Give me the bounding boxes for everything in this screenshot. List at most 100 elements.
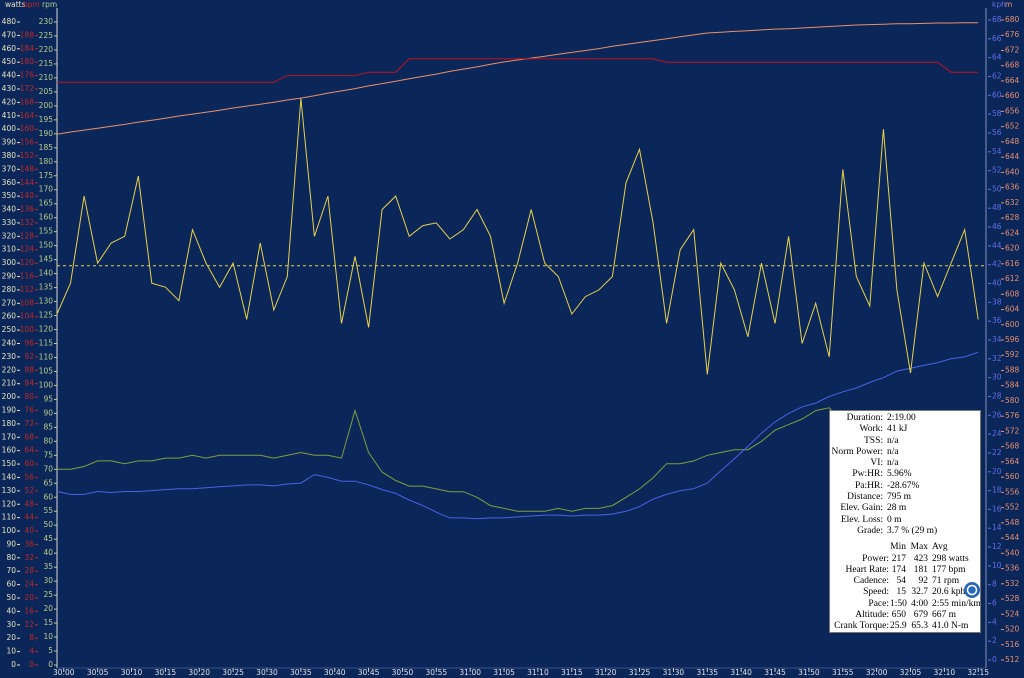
y-tick-label: 220 (2, 365, 17, 374)
y-tick-label: 560 (1005, 472, 1020, 481)
y-tick-label: 410 (2, 111, 17, 120)
y-tick-label: 644 (1005, 152, 1020, 161)
x-tick-label: 30:45 (358, 668, 380, 677)
table-cell: 2:55 min/km (932, 598, 981, 609)
y-tick-label: 180 (20, 57, 35, 66)
y-tick-label: 12 (24, 620, 34, 629)
table-cell: 679 (913, 610, 928, 621)
y-tick-label: 564 (1005, 457, 1020, 466)
y-tick-label: 160 (39, 213, 54, 222)
y-tick-label: 536 (1005, 564, 1020, 573)
y-tick-label: 40 (6, 606, 16, 615)
y-tick-label: 0 (48, 660, 53, 669)
y-tick-label: 175 (39, 171, 54, 180)
y-tick-label: 576 (1005, 411, 1020, 420)
table-cell: 217 (891, 553, 906, 564)
x-tick-label: 31:45 (764, 668, 786, 677)
y-tick-label: 68 (992, 15, 1002, 24)
y-tick-label: 44 (992, 241, 1002, 250)
table-row-label: Power: (862, 553, 889, 564)
y-tick-label: 188 (20, 30, 35, 39)
y-tick-label: 0 (11, 660, 16, 669)
y-tick-label: 36 (24, 539, 34, 548)
y-tick-label: 125 (39, 311, 54, 320)
y-tick-label: 205 (39, 87, 54, 96)
summary-row: Elev. Gain: 28 m (830, 503, 980, 514)
table-row-label: Crank Torque: (834, 621, 889, 632)
y-tick-label: 168 (20, 97, 35, 106)
summary-label: Pa:HR: (855, 480, 883, 491)
y-tick-label: 20 (6, 633, 16, 642)
y-tick-label: 572 (1005, 426, 1020, 435)
summary-value: 41 kJ (887, 424, 908, 435)
x-tick-label: 30:10 (121, 668, 143, 677)
y-tick-label: 115 (39, 339, 54, 348)
y-tick-label: 190 (2, 405, 17, 414)
y-tick-label: 104 (20, 312, 35, 321)
y-tick-label: 80 (43, 436, 53, 445)
y-tick-label: 652 (1005, 122, 1020, 131)
table-cell: 25.9 (890, 621, 907, 632)
y-tick-label: 35 (43, 562, 53, 571)
y-tick-label: 628 (1005, 213, 1020, 222)
table-cell: 174 (891, 564, 906, 575)
y-tick-label: 250 (2, 325, 17, 334)
table-row: Cadence: 54 92 71 rpm (830, 576, 980, 587)
icon-circle (964, 582, 980, 598)
y-tick-label: 440 (2, 71, 17, 80)
table-row: Heart Rate: 174 181 177 bpm (830, 565, 980, 576)
x-tick-label: 30:50 (392, 668, 414, 677)
stats-panel: Duration: 2:19.00 Work: 41 kJ TSS: n/a Norm Po… (829, 410, 981, 633)
table-header-cell: Min (890, 542, 906, 553)
table-cell: 20.6 kph (932, 587, 966, 598)
x-tick-label: 30:00 (53, 668, 75, 677)
summary-label: Norm Power: (831, 446, 883, 457)
y-tick-label: 170 (2, 432, 17, 441)
y-tick-label: 48 (24, 499, 34, 508)
y-tick-label: 516 (1005, 640, 1020, 649)
y-tick-label: 130 (2, 486, 17, 495)
y-tick-label: 676 (1005, 30, 1020, 39)
x-tick-label: 32:05 (900, 668, 922, 677)
y-tick-label: 32 (24, 553, 34, 562)
y-tick-label: 164 (20, 111, 35, 120)
y-tick-label: 420 (2, 97, 17, 106)
y-tick-label: 72 (24, 419, 34, 428)
y-tick-label: 140 (39, 269, 54, 278)
table-row: Altitude: 650 679 667 m (830, 610, 980, 621)
y-tick-label: 132 (20, 218, 35, 227)
panel-icon[interactable] (962, 580, 982, 600)
y-tick-label: 34 (992, 335, 1002, 344)
y-tick-label: 225 (39, 31, 54, 40)
y-tick-label: 32 (992, 354, 1002, 363)
y-tick-label: 176 (20, 71, 35, 80)
y-tick-label: 0 (29, 660, 34, 669)
x-tick-label: 31:20 (595, 668, 617, 677)
y-tick-label: 520 (1005, 625, 1020, 634)
y-tick-label: 85 (43, 422, 53, 431)
table-cell: 298 watts (932, 553, 969, 564)
x-tick-label: 30:25 (222, 668, 244, 677)
y-tick-label: 100 (39, 380, 54, 389)
stats-body: Duration: 2:19.00 Work: 41 kJ TSS: n/a Norm Po… (830, 411, 981, 632)
y-tick-label: 668 (1005, 61, 1020, 70)
table-cell: 181 (913, 564, 928, 575)
y-tick-label: 460 (2, 44, 17, 53)
y-tick-label: 528 (1005, 594, 1020, 603)
y-tick-label: 612 (1005, 274, 1020, 283)
y-tick-label: 8 (29, 633, 34, 642)
y-tick-label: 120 (20, 258, 35, 267)
y-tick-label: 270 (2, 298, 17, 307)
y-tick-label: 148 (20, 164, 35, 173)
y-tick-label: 105 (39, 366, 54, 375)
y-tick-label: 370 (2, 164, 17, 173)
table-row: Speed: 15 32.7 20.6 kph (830, 587, 980, 598)
y-tick-label: 470 (2, 30, 17, 39)
y-tick-label: 155 (39, 227, 54, 236)
x-tick-label: 32:00 (866, 668, 888, 677)
y-tick-label: 120 (2, 499, 17, 508)
y-tick-label: 38 (992, 297, 1002, 306)
y-tick-label: 40 (43, 548, 53, 557)
table-row: Crank Torque: 25.9 65.3 41.0 N-m (830, 621, 980, 632)
